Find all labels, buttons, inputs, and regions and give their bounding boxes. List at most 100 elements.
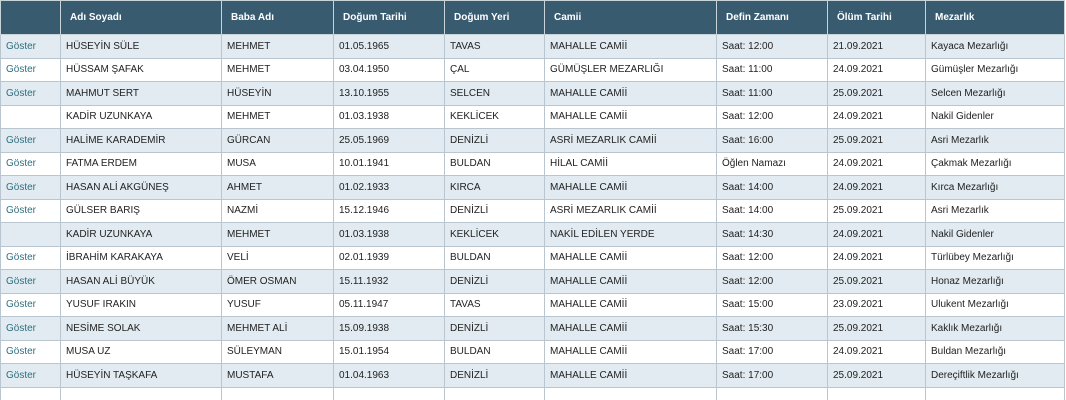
show-link[interactable]: Göster — [6, 181, 37, 193]
table-cell: YUSUF — [221, 292, 334, 317]
table-cell: MAHALLE CAMİİ — [544, 363, 717, 388]
empty-cell — [444, 386, 545, 400]
table-row: Göster HÜSEYİN TAŞKAFA MUSTAFA 01.04.1963 DE… — [0, 363, 1065, 388]
table-cell: 25.05.1969 — [333, 128, 445, 153]
table-row: Göster GÜLSER BARIŞ NAZMİ 15.12.1946 DENİZLİ… — [0, 198, 1065, 223]
action-cell: Göster — [0, 269, 61, 294]
table-cell: 24.09.2021 — [827, 57, 926, 82]
header-cell: Doğum Tarihi — [333, 0, 445, 35]
table-cell: Saat: 12:00 — [716, 245, 828, 270]
show-link[interactable]: Göster — [6, 252, 37, 264]
table-cell: MUSA — [221, 151, 334, 176]
table-cell: NESİME SOLAK — [60, 316, 222, 341]
show-link[interactable]: Göster — [6, 346, 37, 358]
table-row: Göster HALİME KARADEMİR GÜRCAN 25.05.1969 DE… — [0, 128, 1065, 153]
table-cell: KIRCA — [444, 175, 545, 200]
action-cell: Göster — [0, 81, 61, 106]
table-cell: HİLAL CAMİİ — [544, 151, 717, 176]
action-cell: Göster — [0, 339, 61, 364]
table-cell: 15.12.1946 — [333, 198, 445, 223]
table-cell: DENİZLİ — [444, 316, 545, 341]
header-cell: Mezarlık — [925, 0, 1065, 35]
table-cell: HASAN ALİ BÜYÜK — [60, 269, 222, 294]
table-cell: MAHMUT SERT — [60, 81, 222, 106]
table-cell: Öğlen Namazı — [716, 151, 828, 176]
header-cell: Baba Adı — [221, 0, 334, 35]
table-cell: 01.03.1938 — [333, 104, 445, 129]
table-cell: MUSA UZ — [60, 339, 222, 364]
show-link[interactable]: Göster — [6, 64, 37, 76]
table-cell: Saat: 14:30 — [716, 222, 828, 247]
table-cell: MUSTAFA — [221, 363, 334, 388]
table-cell: Nakil Gidenler — [925, 222, 1065, 247]
header-cell: Adı Soyadı — [60, 0, 222, 35]
show-link[interactable]: Göster — [6, 40, 37, 52]
table-cell: 01.04.1963 — [333, 363, 445, 388]
table-cell: SÜLEYMAN — [221, 339, 334, 364]
header-cell: Defin Zamanı — [716, 0, 828, 35]
table-cell: MAHALLE CAMİİ — [544, 34, 717, 59]
table-cell: 03.04.1950 — [333, 57, 445, 82]
table-cell: GÜLSER BARIŞ — [60, 198, 222, 223]
table-cell: ASRİ MEZARLIK CAMİİ — [544, 198, 717, 223]
table-cell: HÜSEYİN — [221, 81, 334, 106]
table-cell: 25.09.2021 — [827, 316, 926, 341]
table-cell: 24.09.2021 — [827, 151, 926, 176]
table-cell: 25.09.2021 — [827, 269, 926, 294]
table-cell: MEHMET — [221, 222, 334, 247]
action-cell: Göster — [0, 316, 61, 341]
show-link[interactable]: Göster — [6, 158, 37, 170]
table-cell: MAHALLE CAMİİ — [544, 339, 717, 364]
table-cell: 25.09.2021 — [827, 81, 926, 106]
show-link[interactable]: Göster — [6, 87, 37, 99]
table-cell: FATMA ERDEM — [60, 151, 222, 176]
table-cell: MAHALLE CAMİİ — [544, 81, 717, 106]
action-cell — [0, 104, 61, 129]
table-cell: 01.02.1933 — [333, 175, 445, 200]
table-cell: KADİR UZUNKAYA — [60, 104, 222, 129]
table-cell: 02.01.1939 — [333, 245, 445, 270]
show-link[interactable]: Göster — [6, 134, 37, 146]
table-cell: NAKİL EDİLEN YERDE — [544, 222, 717, 247]
empty-row — [0, 386, 1065, 400]
table-cell: DENİZLİ — [444, 363, 545, 388]
table-cell: Saat: 15:00 — [716, 292, 828, 317]
empty-cell — [827, 386, 926, 400]
show-link[interactable]: Göster — [6, 322, 37, 334]
show-link[interactable]: Göster — [6, 299, 37, 311]
table-cell: Kayaca Mezarlığı — [925, 34, 1065, 59]
table-cell: MEHMET ALİ — [221, 316, 334, 341]
action-cell: Göster — [0, 292, 61, 317]
action-cell: Göster — [0, 34, 61, 59]
action-cell: Göster — [0, 128, 61, 153]
table-cell: Saat: 16:00 — [716, 128, 828, 153]
table-row: Göster İBRAHİM KARAKAYA VELİ 02.01.1939 BULD… — [0, 245, 1065, 270]
table-cell: MEHMET — [221, 34, 334, 59]
table-cell: 10.01.1941 — [333, 151, 445, 176]
table-cell: Saat: 11:00 — [716, 57, 828, 82]
table-row: Göster HÜSSAM ŞAFAK MEHMET 03.04.1950 ÇAL GÜM… — [0, 57, 1065, 82]
table-cell: MAHALLE CAMİİ — [544, 292, 717, 317]
show-link[interactable]: Göster — [6, 205, 37, 217]
table-cell: İBRAHİM KARAKAYA — [60, 245, 222, 270]
show-link[interactable]: Göster — [6, 369, 37, 381]
show-link[interactable]: Göster — [6, 275, 37, 287]
table-cell: 24.09.2021 — [827, 222, 926, 247]
table-cell: 25.09.2021 — [827, 363, 926, 388]
table-cell: HÜSEYİN SÜLE — [60, 34, 222, 59]
table-cell: MAHALLE CAMİİ — [544, 269, 717, 294]
table-cell: KEKLİCEK — [444, 104, 545, 129]
table-cell: TAVAS — [444, 292, 545, 317]
table-cell: Çakmak Mezarlığı — [925, 151, 1065, 176]
header-cell — [0, 0, 61, 35]
table-cell: 05.11.1947 — [333, 292, 445, 317]
table-cell: ASRİ MEZARLIK CAMİİ — [544, 128, 717, 153]
table-cell: Ulukent Mezarlığı — [925, 292, 1065, 317]
table-cell: SELCEN — [444, 81, 545, 106]
header-cell: Doğum Yeri — [444, 0, 545, 35]
empty-cell — [333, 386, 445, 400]
table-cell: DENİZLİ — [444, 269, 545, 294]
action-cell: Göster — [0, 175, 61, 200]
table-cell: KEKLİCEK — [444, 222, 545, 247]
